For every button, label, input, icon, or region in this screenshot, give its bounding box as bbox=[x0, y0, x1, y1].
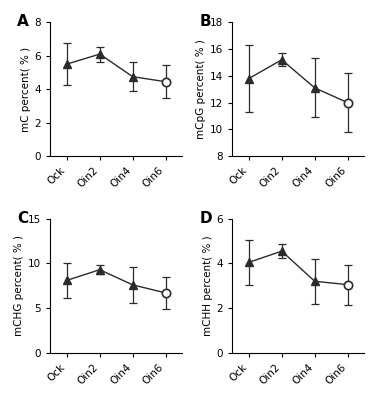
Text: A: A bbox=[17, 14, 29, 29]
Y-axis label: mCpG percent( % ): mCpG percent( % ) bbox=[196, 39, 206, 139]
Y-axis label: mCHG percent( % ): mCHG percent( % ) bbox=[14, 235, 24, 336]
Y-axis label: mCHH percent( % ): mCHH percent( % ) bbox=[203, 236, 212, 336]
Text: B: B bbox=[200, 14, 211, 29]
Text: D: D bbox=[200, 211, 212, 226]
Y-axis label: mC percent( % ): mC percent( % ) bbox=[20, 47, 31, 132]
Text: C: C bbox=[17, 211, 28, 226]
